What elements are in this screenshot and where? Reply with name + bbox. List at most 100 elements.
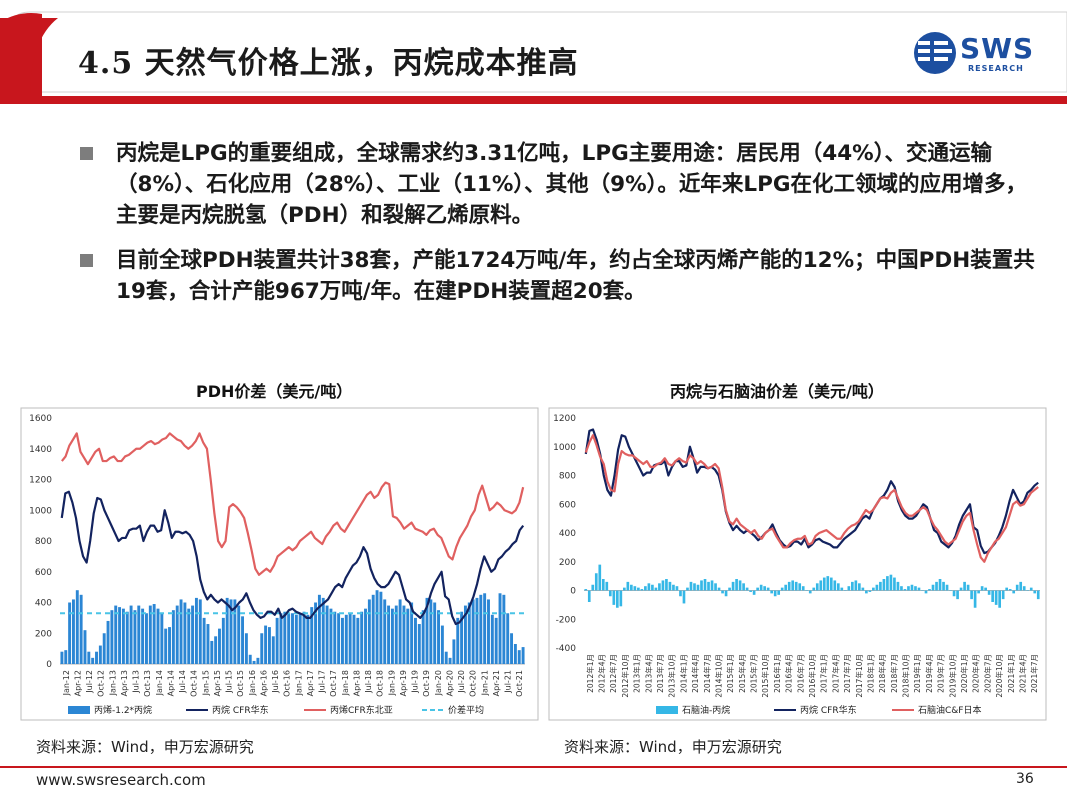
bar-mark [371,594,375,664]
bar-mark [298,613,302,664]
bar-mark [87,651,91,664]
bar-mark [921,590,924,591]
bar-mark [928,589,931,591]
bar-mark [707,581,710,591]
bar-mark [752,590,756,595]
website-link[interactable]: www.swsresearch.com [36,771,206,789]
bar-mark [623,587,626,591]
y-tick-label: 1200 [29,476,52,486]
y-tick-label: 1200 [553,414,576,424]
bar-mark [164,628,168,664]
bar-mark [787,581,791,591]
bar-mark [619,590,623,607]
x-tick-label: Oct-19 [422,670,431,697]
x-tick-label: 2019年4月 [924,654,934,693]
x-tick-label: 2012年1月 [585,654,595,693]
x-tick-label: Jul-18 [364,670,373,694]
bar-mark [271,636,275,664]
x-tick-label: 2016年4月 [784,654,794,693]
legend-label: 价差平均 [448,704,484,716]
bar-mark [244,633,248,664]
bar-mark [907,586,910,591]
bar-mark [987,590,991,595]
bar-mark [264,625,268,664]
x-tick-label: 2021年1月 [1006,654,1016,693]
x-tick-label: 2016年1月 [772,654,782,693]
legend-label: 石脑油-丙烷 [682,704,730,716]
bar-mark [938,579,942,591]
bar-mark [175,605,179,664]
x-tick-label: Jan-19 [387,670,396,696]
logo-text: SWS [960,32,1035,65]
bar-mark [398,599,402,664]
bar-mark [279,613,283,664]
bar-mark [341,617,344,665]
bar-mark [118,607,122,664]
x-tick-label: Jan-14 [155,670,164,696]
bar-mark [314,602,318,664]
bar-mark [889,574,893,591]
bar-mark [700,580,703,591]
bar-mark [1008,589,1012,591]
bar-mark [865,590,868,594]
bar-mark [168,627,171,664]
x-tick-label: Jan-21 [480,670,489,696]
bar-mark [460,611,464,664]
bar-mark [924,590,928,594]
bar-mark [728,587,731,591]
x-tick-label: Apr-14 [166,670,175,696]
bullet-list: 丙烷是LPG的重要组成，全球需求约3.31亿吨，LPG主要用途：居民用（44%）… [78,138,1038,321]
bar-mark [256,657,260,664]
bar-mark [644,586,647,591]
series-line-1 [584,428,1039,555]
bar-mark [994,590,998,605]
bar-mark [83,630,87,664]
bar-mark [325,605,329,664]
bar-mark [601,579,605,591]
bar-mark [703,579,707,591]
bar-mark [900,586,903,591]
bar-mark [763,586,766,591]
bar-mark [383,599,387,664]
bar-mark [668,581,672,591]
bar-mark [710,580,714,591]
page-number: 36 [1016,771,1034,787]
bar-mark [605,581,609,591]
bar-mark [248,654,252,664]
y-tick-label: 400 [559,529,576,539]
bar-mark [784,584,788,591]
x-tick-label: Apr-18 [352,670,361,696]
bar-mark [661,580,665,591]
source-right: 资料来源：Wind，申万宏源研究 [564,738,782,756]
x-tick-label: Apr-15 [213,670,222,696]
bar-mark [214,636,218,664]
bar-mark [517,650,521,664]
bullet-item-2: 目前全球PDH装置共计38套，产能1724万吨/年，约占全球丙烯产能的12%；中… [78,245,1038,307]
bar-mark [102,633,106,664]
bar-mark [822,577,826,591]
legend-swatch-bar [656,706,678,714]
bar-mark [749,590,752,592]
bar-mark [615,590,619,608]
bar-mark [379,591,383,664]
x-tick-label: Apr-21 [492,670,501,696]
bar-mark [506,613,510,664]
bar-mark [991,590,994,602]
bar-mark [724,590,728,597]
bar-mark [714,583,717,591]
bar-mark [483,593,487,664]
chart-title-propane-naphtha: 丙烷与石脑油价差（美元/吨） [670,382,884,401]
bar-mark [808,590,812,594]
x-tick-label: 2014年1月 [678,654,688,693]
series-line-2 [61,432,525,576]
bar-mark [183,602,187,664]
x-tick-label: Jan-15 [201,670,210,696]
bar-mark [966,584,970,591]
bar-mark [191,605,195,664]
x-tick-label: 2013年4月 [643,654,653,693]
bar-mark [637,587,640,591]
bar-mark [387,605,391,664]
x-tick-label: 2016年10月 [807,654,817,698]
y-tick-label: -400 [556,644,577,654]
